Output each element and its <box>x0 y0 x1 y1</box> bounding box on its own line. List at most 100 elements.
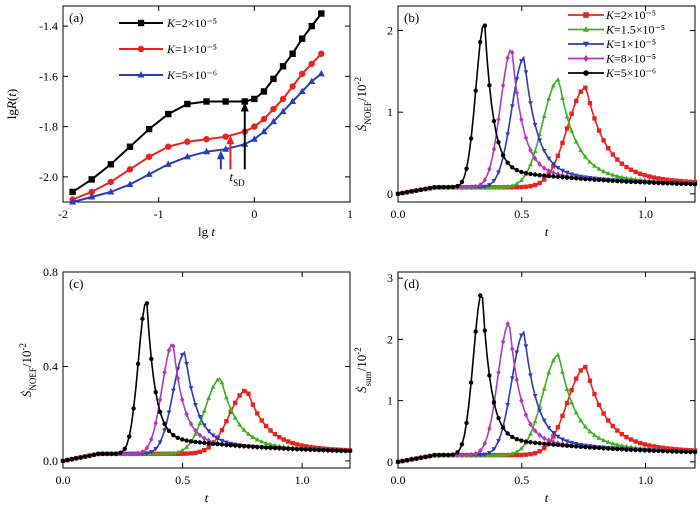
data-point <box>569 387 574 393</box>
data-point <box>519 184 524 190</box>
data-point <box>596 166 602 171</box>
data-point <box>268 428 273 433</box>
data-point <box>241 98 248 105</box>
data-point <box>532 450 538 456</box>
data-point <box>688 181 693 187</box>
data-point <box>131 406 136 411</box>
panel-b: 0.0 0.5 1.0 0 1 2 (b) t ṠNOEF/10-2 K=2×10⁻⁵K=1.5×… <box>353 5 698 239</box>
data-point <box>628 447 634 452</box>
data-point <box>145 153 153 160</box>
data-point <box>87 453 92 458</box>
data-point <box>414 188 419 193</box>
plot-frame <box>397 5 696 203</box>
legend-entry: K=8×10⁻⁵ <box>568 52 656 66</box>
series-5 <box>395 293 698 465</box>
data-point <box>446 185 451 190</box>
data-point <box>263 445 269 450</box>
data-point <box>197 440 203 445</box>
data-point <box>289 83 296 90</box>
data-point <box>555 174 561 180</box>
data-point <box>564 386 570 391</box>
x-tick-label: 1.0 <box>638 207 653 221</box>
data-point <box>491 400 497 405</box>
data-point <box>202 435 207 442</box>
data-point <box>215 377 220 382</box>
data-point <box>180 437 185 442</box>
data-point <box>491 452 497 457</box>
data-point <box>624 179 629 184</box>
data-point <box>144 445 150 451</box>
data-point <box>542 441 547 446</box>
data-point <box>551 169 556 176</box>
data-point <box>477 453 483 458</box>
data-point <box>88 176 95 183</box>
data-point <box>542 165 547 171</box>
data-point <box>555 425 561 430</box>
data-point <box>482 177 488 183</box>
data-point <box>482 184 488 190</box>
data-point <box>260 115 268 123</box>
data-point <box>298 70 306 78</box>
data-point <box>514 376 519 383</box>
data-point <box>233 400 238 405</box>
data-point <box>193 450 198 456</box>
data-point <box>550 431 556 436</box>
data-point <box>564 126 570 131</box>
data-point <box>523 170 529 176</box>
data-point <box>674 449 679 454</box>
data-point <box>514 185 519 190</box>
y-axis-label: Ṡsum/10-2 <box>353 347 373 393</box>
data-point <box>223 394 229 400</box>
data-point <box>528 440 533 445</box>
data-point <box>560 413 565 419</box>
data-point <box>647 443 652 448</box>
data-point <box>237 393 242 398</box>
data-point <box>582 154 588 159</box>
data-point <box>69 198 77 205</box>
series-4 <box>395 320 698 465</box>
data-point <box>628 437 634 442</box>
data-point <box>210 433 216 438</box>
legend-marker <box>583 70 589 76</box>
data-point <box>669 449 675 454</box>
x-axis-label: t <box>545 224 549 239</box>
data-point <box>157 440 163 445</box>
data-point <box>201 408 207 413</box>
data-point <box>592 163 597 168</box>
data-point <box>259 445 264 450</box>
legend-label: K=1.5×10⁻⁵ <box>605 23 665 37</box>
series-2 <box>69 50 325 203</box>
data-point <box>578 147 584 153</box>
data-point <box>250 434 256 439</box>
data-point <box>564 443 570 448</box>
y-tick-label: -2.0 <box>39 170 58 184</box>
data-point <box>514 452 519 458</box>
data-point <box>188 451 194 456</box>
x-tick-label: 0.0 <box>391 473 406 487</box>
data-point <box>269 117 277 125</box>
data-point <box>126 166 134 173</box>
data-point <box>478 39 483 45</box>
data-point <box>404 190 410 195</box>
data-point <box>109 451 114 457</box>
data-point <box>166 410 172 416</box>
data-point <box>277 434 282 440</box>
data-point <box>65 457 70 463</box>
data-point <box>610 178 615 183</box>
data-point <box>170 388 176 393</box>
data-point <box>573 410 579 415</box>
data-point <box>162 428 167 433</box>
data-point <box>215 441 220 447</box>
data-point <box>541 148 547 154</box>
data-point <box>509 104 515 109</box>
data-point <box>459 184 465 191</box>
legend-label: K=5×10⁻⁶ <box>166 68 217 82</box>
data-point <box>500 184 506 189</box>
data-point <box>537 408 543 413</box>
data-point <box>259 418 264 423</box>
data-point <box>175 435 180 440</box>
data-point <box>519 452 524 458</box>
data-point <box>468 184 474 190</box>
data-point <box>542 435 547 442</box>
series-line <box>72 73 322 203</box>
